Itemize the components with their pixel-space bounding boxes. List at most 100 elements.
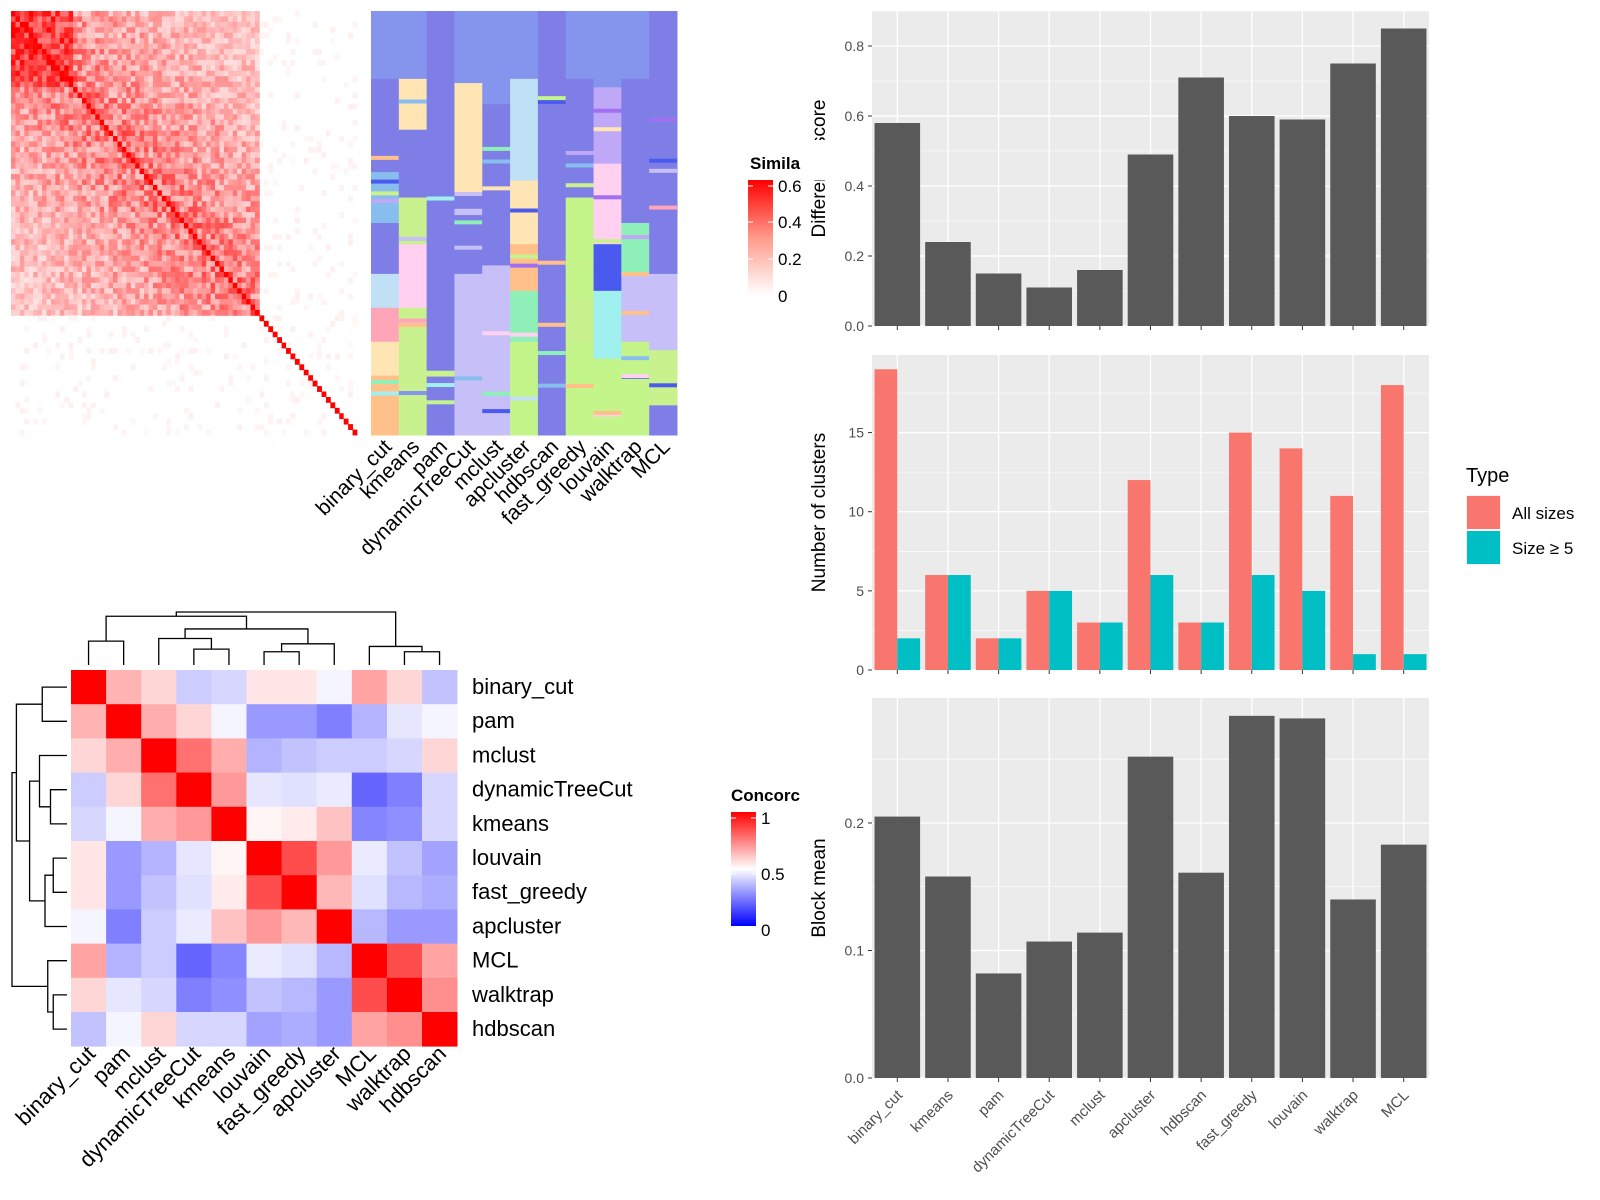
similarity-cell — [246, 271, 251, 278]
similarity-cell — [95, 201, 101, 208]
similarity-cell — [241, 32, 247, 39]
similarity-cell — [215, 228, 220, 235]
similarity-cell — [19, 429, 25, 436]
similarity-cell — [161, 103, 167, 110]
similarity-cell — [99, 277, 105, 284]
similarity-cell — [188, 87, 194, 93]
method-column-labels: binary_cutkmeanspamdynamicTreeCutmclusta… — [312, 435, 675, 560]
similarity-cell — [126, 255, 132, 262]
similarity-cell — [28, 184, 34, 191]
similarity-cell — [108, 293, 114, 300]
similarity-cell — [86, 239, 92, 246]
similarity-cell — [121, 141, 127, 148]
concordance-cell — [211, 704, 247, 739]
similarity-cell — [113, 190, 118, 197]
similarity-cell — [50, 108, 56, 115]
similarity-cell — [250, 277, 256, 284]
bar — [874, 123, 921, 326]
similarity-cell — [223, 27, 229, 34]
similarity-cell — [99, 250, 105, 257]
similarity-cell — [86, 21, 92, 28]
similarity-cell — [135, 49, 141, 55]
similarity-cell — [219, 32, 225, 39]
similarity-cell — [37, 168, 43, 175]
similarity-cell — [86, 184, 92, 191]
similarity-cell — [108, 271, 114, 278]
similarity-cell — [210, 146, 216, 153]
similarity-cell — [223, 228, 229, 235]
concordance-cell — [106, 704, 142, 739]
similarity-cell — [246, 277, 251, 284]
similarity-cell — [201, 228, 207, 235]
similarity-cell — [99, 65, 105, 72]
similarity-cell — [50, 130, 56, 137]
similarity-cell — [139, 299, 145, 305]
similarity-cell — [73, 54, 78, 61]
similarity-cell — [113, 81, 118, 88]
dendrogram-branch — [280, 643, 335, 665]
similarity-cell — [219, 114, 225, 121]
cluster-cell — [482, 265, 511, 436]
similarity-cell — [246, 70, 251, 77]
cluster-stripe — [621, 356, 650, 361]
similarity-cell — [299, 184, 305, 191]
similarity-cell — [42, 299, 47, 305]
similarity-cell — [215, 195, 220, 202]
similarity-cell — [219, 108, 225, 115]
similarity-cell — [64, 250, 70, 257]
similarity-cell — [95, 146, 101, 153]
similarity-cell — [148, 255, 154, 262]
similarity-cell — [215, 32, 220, 39]
similarity-cell — [277, 418, 282, 425]
similarity-cell — [144, 81, 149, 88]
similarity-cell — [330, 38, 336, 45]
similarity-cell — [50, 212, 56, 218]
similarity-cell — [24, 43, 30, 50]
similarity-cell — [90, 217, 96, 224]
similarity-cell — [157, 43, 163, 50]
similarity-cell — [161, 76, 167, 83]
similarity-cell — [223, 190, 229, 197]
similarity-cell — [15, 70, 21, 77]
concordance-cell — [351, 977, 388, 1013]
similarity-cell — [286, 32, 291, 39]
similarity-cell — [86, 114, 92, 121]
similarity-cell — [179, 375, 185, 382]
similarity-cell — [130, 190, 136, 197]
similarity-cell — [219, 38, 225, 45]
similarity-cell — [157, 195, 163, 202]
similarity-cell — [184, 11, 189, 17]
similarity-cell — [286, 70, 291, 77]
similarity-cell — [108, 228, 114, 235]
similarity-cell — [277, 304, 282, 311]
similarity-cell — [42, 239, 47, 246]
similarity-cell — [184, 168, 189, 175]
similarity-cell — [219, 195, 225, 202]
similarity-cell — [179, 54, 185, 61]
similarity-cell — [175, 261, 180, 267]
similarity-cell — [184, 21, 189, 28]
similarity-cell — [59, 168, 65, 175]
similarity-cell — [166, 288, 172, 295]
similarity-cell — [15, 108, 21, 115]
bar — [1127, 154, 1174, 326]
similarity-cell — [254, 228, 260, 235]
similarity-cell — [95, 282, 101, 289]
similarity-cell — [121, 271, 127, 278]
similarity-cell — [42, 174, 47, 180]
similarity-cell — [161, 255, 167, 262]
similarity-cell — [175, 190, 180, 197]
similarity-cell — [188, 38, 194, 45]
similarity-cell — [19, 92, 25, 99]
similarity-cell — [325, 271, 331, 278]
similarity-cell — [166, 190, 172, 197]
similarity-cell — [117, 239, 123, 246]
similarity-cell — [268, 326, 274, 333]
similarity-cell — [73, 228, 78, 235]
similarity-cell — [33, 125, 39, 131]
similarity-cell — [152, 27, 158, 34]
similarity-cell — [237, 299, 243, 305]
similarity-cell — [24, 364, 30, 371]
similarity-cell — [192, 271, 198, 278]
similarity-cell — [237, 364, 243, 371]
